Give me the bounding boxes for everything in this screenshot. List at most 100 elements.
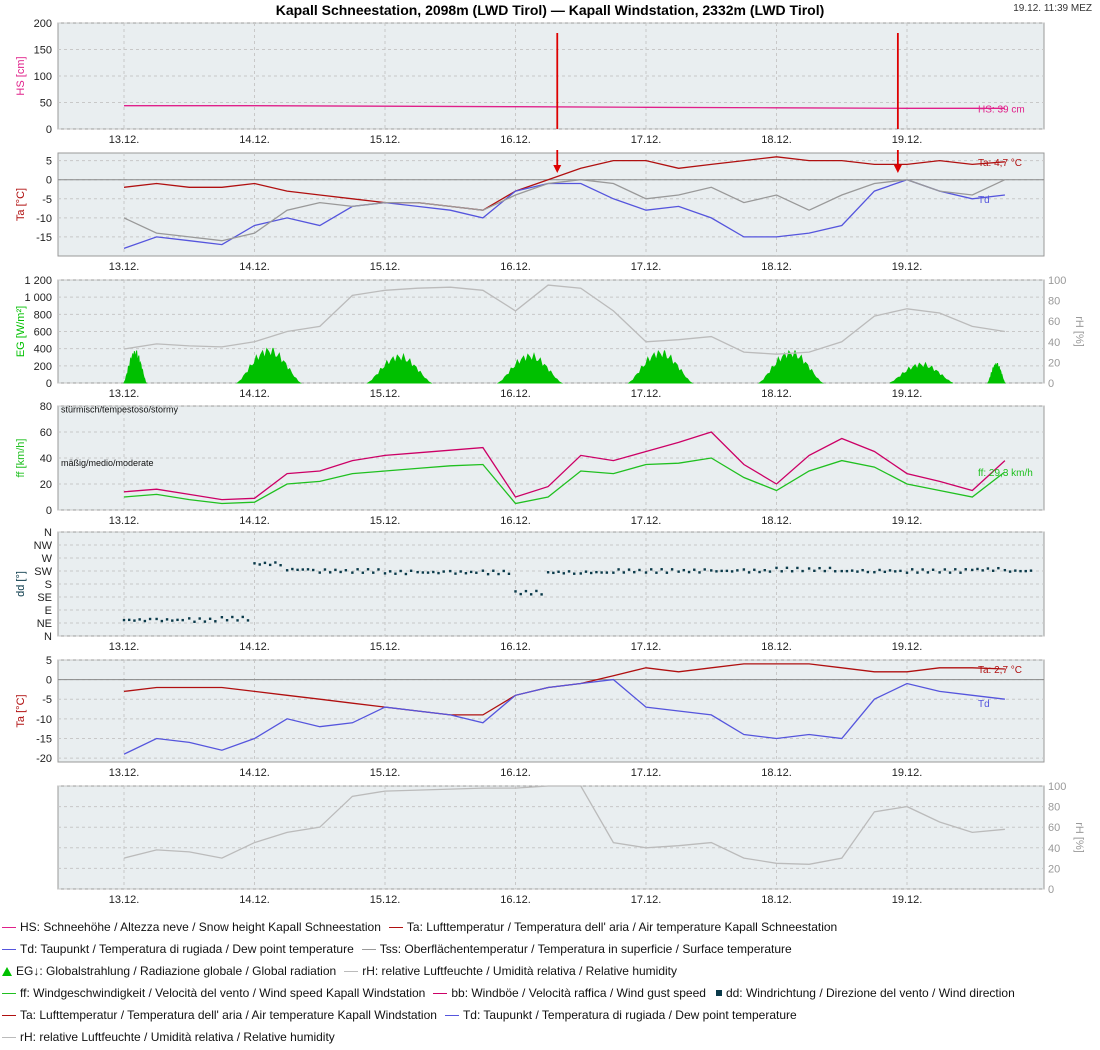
legend-item-rh: rH: relative Luftfeuchte / Umidità relat… (344, 964, 677, 978)
radiation-area (627, 349, 694, 384)
wind-direction-point (301, 568, 304, 571)
end-label-ta: Ta: 2,7 °C (978, 665, 1022, 676)
y-tick-label: 150 (34, 45, 52, 57)
radiation-area (366, 352, 433, 384)
wind-direction-point (454, 572, 457, 575)
wind-direction-point (899, 569, 902, 573)
wind-direction-point (426, 571, 430, 574)
wind-direction-point (775, 566, 778, 570)
wind-direction-point (356, 568, 359, 571)
wind-direction-point (698, 571, 701, 574)
legend-line-icon (2, 1014, 16, 1016)
wind-direction-point (703, 568, 706, 571)
wind-direction-point (351, 571, 354, 574)
wind-direction-point (911, 568, 914, 571)
x-tick-label: 14.12. (239, 894, 270, 906)
wind-direction-point (409, 569, 413, 572)
y-tick-label: 800 (34, 309, 52, 321)
wind-direction-point (801, 569, 804, 573)
wind-direction-point (469, 570, 473, 574)
y-axis-label: HS [cm] (15, 56, 27, 95)
y-tick-label: 0 (46, 175, 52, 187)
x-tick-label: 13.12. (109, 894, 140, 906)
wind-direction-point (687, 570, 691, 574)
wind-direction-point (828, 566, 832, 570)
x-tick-label: 19.12. (892, 641, 923, 653)
wind-direction-point (742, 568, 746, 571)
y2-tick-label: 40 (1048, 337, 1060, 349)
x-tick-label: 16.12. (500, 134, 531, 146)
wind-direction-point (644, 571, 648, 574)
wind-direction-point (813, 569, 816, 572)
panel-ff: 13.12. 14.12. 15.12. 16.12. 17.12. 18.12. 19.1… (15, 401, 1045, 527)
x-tick-label: 14.12. (239, 134, 270, 146)
y-tick-label: 5 (46, 156, 52, 168)
panel-ta2: 13.12. 14.12. 15.12. 16.12. 17.12. 18.12. 19.1… (15, 655, 1045, 779)
legend-label: bb: Windböe / Velocità raffica / Wind gu… (451, 986, 706, 1000)
y-tick-label: 60 (40, 427, 52, 439)
wind-direction-point (519, 592, 522, 596)
y-tick-label: -5 (42, 194, 52, 206)
y-tick-label: 1 000 (24, 292, 52, 304)
legend-triangle-icon (2, 966, 12, 976)
legend-label: Td: Taupunkt / Temperatura di rugiada / … (20, 942, 354, 956)
wind-direction-point (665, 571, 669, 574)
wind-direction-point (954, 568, 957, 571)
wind-direction-point (850, 569, 854, 572)
wind-direction-point (334, 568, 337, 572)
wind-direction-point (181, 618, 184, 622)
x-tick-label: 18.12. (761, 261, 792, 273)
wind-direction-point (399, 569, 402, 573)
y-tick-label: 100 (34, 71, 52, 83)
wind-direction-point (758, 570, 761, 574)
x-tick-label: 14.12. (239, 515, 270, 527)
wind-direction-point (633, 570, 636, 574)
legend-item-ta: Ta: Lufttemperatur / Temperatura dell' a… (2, 1008, 437, 1022)
y-tick-label: SE (37, 592, 52, 604)
y-axis-label: Ta [°C] (15, 188, 27, 221)
y2-axis-label: rH [%] (1073, 316, 1085, 347)
x-tick-label: 15.12. (370, 134, 401, 146)
wind-direction-point (589, 571, 593, 575)
wind-direction-point (394, 572, 397, 575)
x-tick-label: 18.12. (761, 388, 792, 400)
wind-direction-point (840, 569, 843, 573)
wind-direction-point (866, 570, 870, 574)
legend-line-icon (344, 970, 359, 972)
x-tick-label: 16.12. (500, 641, 531, 653)
wind-direction-point (475, 571, 478, 574)
series-tss-line (123, 179, 1006, 242)
x-tick-label: 15.12. (370, 261, 401, 273)
wind-direction-point (1024, 569, 1027, 573)
legend-item-ta: Ta: Lufttemperatur / Temperatura dell' a… (388, 920, 837, 934)
wind-direction-point (497, 572, 500, 576)
panel-rh: 13.12. 14.12. 15.12. 16.12. 17.12. 18.12. 19.1… (57, 781, 1085, 906)
series-hs-line (124, 105, 1005, 109)
y-tick-label: 600 (34, 327, 52, 339)
x-tick-label: 19.12. (892, 261, 923, 273)
y-axis-label: ff [km/h] (15, 439, 27, 478)
wind-direction-point (459, 570, 462, 573)
radiation-area (496, 352, 564, 384)
wind-direction-point (650, 568, 653, 571)
x-tick-label: 18.12. (761, 894, 792, 906)
wind-direction-point (600, 571, 603, 574)
series-ff-line (123, 457, 1006, 505)
wind-direction-point (241, 615, 244, 619)
wind-direction-point (344, 569, 348, 572)
wind-direction-point (856, 570, 859, 573)
legend-row: EG↓: Globalstrahlung / Radiazione global… (2, 960, 1098, 982)
wind-direction-point (971, 568, 974, 572)
wind-direction-point (416, 570, 419, 574)
wind-direction-point (584, 570, 588, 573)
legend-item-tss: Tss: Oberflächentemperatur / Temperatura… (361, 942, 792, 956)
wind-direction-point (524, 589, 528, 593)
x-tick-label: 17.12. (631, 261, 662, 273)
wind-direction-point (263, 561, 267, 565)
wind-direction-point (905, 571, 909, 574)
series-rh-line (123, 785, 1005, 865)
wind-direction-point (964, 568, 967, 571)
legend-label: rH: relative Luftfeuchte / Umidità relat… (362, 964, 677, 978)
wind-direction-point (785, 566, 789, 570)
y-tick-label: 0 (46, 505, 52, 517)
